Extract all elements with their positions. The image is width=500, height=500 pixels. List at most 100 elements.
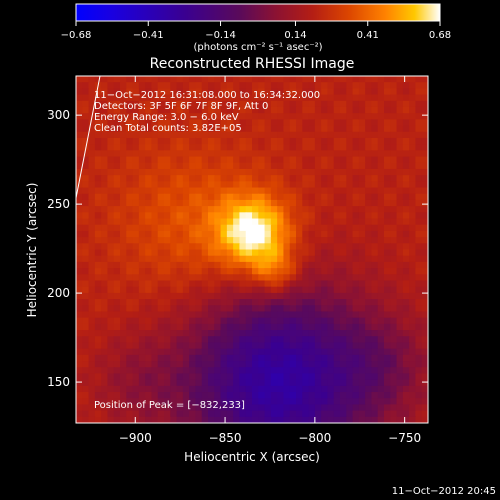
heatmap-cell [321,230,329,238]
heatmap-cell [415,131,423,139]
heatmap-cell [264,255,272,263]
heatmap-cell [358,212,366,220]
heatmap-cell [101,292,109,300]
heatmap-cell [321,187,329,195]
heatmap-cell [377,404,385,412]
heatmap-cell [101,243,109,251]
heatmap-cell [252,398,259,406]
heatmap-cell [195,292,203,300]
heatmap-cell [308,385,316,393]
heatmap-cell [132,280,140,288]
heatmap-cell [371,243,379,251]
heatmap-cell [296,299,303,306]
heatmap-cell [226,137,234,145]
heatmap-cell [252,404,259,412]
heatmap-cell [333,379,341,387]
heatmap-cell [258,168,266,176]
heatmap-cell [182,181,190,189]
heatmap-cell [302,311,310,319]
heatmap-cell [101,144,109,151]
heatmap-cell [252,187,259,195]
heatmap-cell [289,175,297,182]
heatmap-cell [94,131,102,139]
heatmap-cell [384,286,391,294]
heatmap-cell [120,385,127,393]
heatmap-cell [245,206,253,213]
heatmap-cell [365,137,373,145]
heatmap-cell [113,100,121,108]
heatmap-cell [138,82,146,89]
heatmap-cell [270,398,278,406]
heatmap-cell [314,379,322,387]
heatmap-cell [327,379,335,387]
heatmap-cell [258,373,266,381]
heatmap-cell [132,187,140,195]
heatmap-cell [94,144,102,151]
heatmap-cell [308,243,316,251]
heatmap-cell [421,280,428,288]
heatmap-cell [208,76,215,83]
heatmap-cell [201,274,209,282]
heatmap-cell [402,175,410,182]
heatmap-cell [314,280,322,288]
heatmap-cell [201,137,209,145]
heatmap-cell [107,280,115,288]
heatmap-cell [289,131,297,139]
heatmap-cell [170,76,178,83]
heatmap-cell [120,113,127,120]
heatmap-cell [270,305,278,313]
heatmap-cell [145,305,153,313]
heatmap-cell [145,317,153,325]
heatmap-cell [226,416,234,423]
heatmap-cell [377,274,385,282]
heatmap-cell [308,398,316,406]
heatmap-cell [138,398,146,406]
heatmap-cell [409,156,417,164]
heatmap-cell [182,76,190,83]
heatmap-cell [308,305,316,313]
heatmap-cell [296,261,303,269]
heatmap-cell [314,292,322,300]
heatmap-cell [214,280,222,288]
heatmap-cell [126,317,134,325]
heatmap-cell [101,317,109,325]
heatmap-cell [333,323,341,331]
heatmap-cell [170,106,178,114]
heatmap-cell [377,392,385,399]
heatmap-cell [377,82,385,89]
heatmap-cell [182,361,190,368]
heatmap-cell [201,416,209,423]
heatmap-cell [352,230,360,238]
heatmap-cell [88,361,96,368]
heatmap-cell [182,137,190,145]
heatmap-cell [132,255,140,263]
heatmap-cell [365,398,373,406]
heatmap-cell [164,106,171,114]
colorbar-units-label: (photons cm⁻² s⁻¹ asec⁻²) [193,42,322,53]
heatmap-cell [396,385,404,393]
heatmap-cell [201,181,209,189]
heatmap-cell [176,311,184,319]
heatmap-cell [176,268,184,275]
heatmap-cell [264,131,272,139]
heatmap-cell [145,224,153,232]
heatmap-cell [94,261,102,269]
heatmap-cell [352,193,360,201]
heatmap-cell [327,168,335,176]
heatmap-cell [76,249,83,257]
heatmap-cell [340,410,347,418]
heatmap-cell [283,243,291,251]
heatmap-cell [76,199,83,207]
heatmap-cell [327,404,335,412]
heatmap-cell [365,218,373,226]
heatmap-cell [346,410,354,418]
heatmap-cell [396,181,404,189]
heatmap-cell [283,292,291,300]
heatmap-cell [308,76,316,83]
heatmap-cell [390,392,398,399]
heatmap-cell [208,268,215,275]
heatmap-cell [170,237,178,244]
heatmap-cell [358,398,366,406]
heatmap-cell [415,261,423,269]
heatmap-cell [233,286,241,294]
